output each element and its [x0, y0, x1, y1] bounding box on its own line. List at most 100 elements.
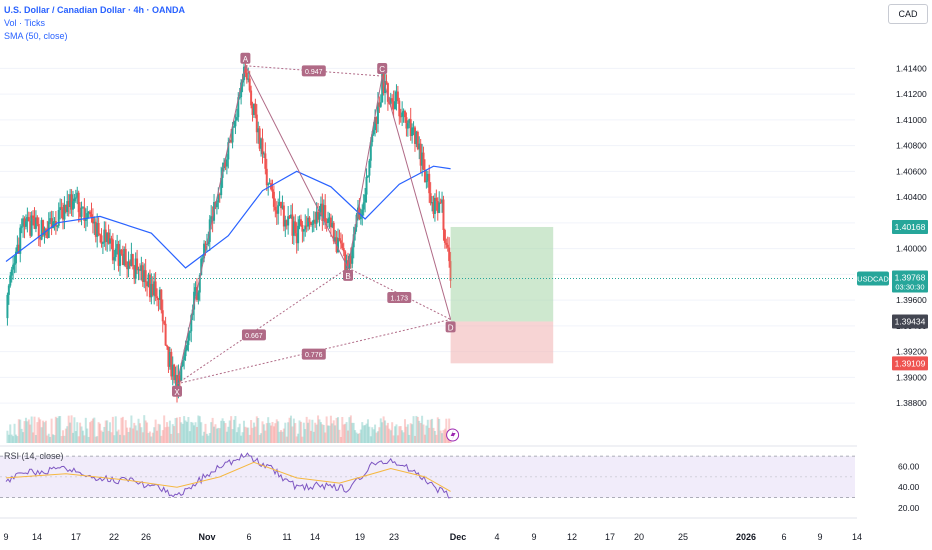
candle-body — [432, 202, 435, 214]
volume-bar — [37, 417, 40, 443]
symbol-title[interactable]: U.S. Dollar / Canadian Dollar · 4h · OAN… — [4, 5, 186, 15]
volume-bar — [412, 416, 415, 443]
volume-bar — [194, 422, 197, 443]
price-level-badge[interactable] — [892, 314, 928, 329]
rsi-tick-label: 60.00 — [898, 461, 920, 471]
stop-loss-zone[interactable] — [450, 321, 554, 364]
pattern-point-b-marker[interactable] — [343, 269, 353, 281]
candle-body — [312, 219, 315, 224]
volume-bar — [425, 425, 428, 443]
candle-body — [42, 220, 45, 236]
volume-bar — [167, 426, 170, 443]
volume-bar — [113, 435, 116, 443]
volume-bar — [7, 434, 10, 443]
volume-bar — [432, 427, 435, 443]
currency-selector[interactable]: CAD — [888, 4, 928, 24]
pattern-point-d-marker[interactable] — [445, 321, 456, 333]
candle-body — [73, 198, 76, 202]
candle-body — [231, 127, 234, 143]
candle-body — [443, 230, 446, 243]
candle-body — [233, 126, 235, 128]
volume-bar — [116, 431, 119, 443]
rsi-title[interactable]: RSI (14, close) — [4, 451, 64, 461]
volume-bar — [215, 428, 218, 443]
candle-body — [237, 97, 240, 118]
candle-body — [56, 225, 59, 227]
volume-bar — [24, 417, 27, 443]
price-level-badge[interactable] — [892, 219, 928, 234]
volume-bar — [374, 424, 377, 443]
symbol-badge[interactable] — [857, 271, 889, 286]
volume-bar — [81, 430, 84, 443]
volume-bar — [345, 422, 348, 443]
volume-bar — [332, 420, 335, 443]
candle-body — [158, 289, 161, 300]
pattern-ratio-label: 0.776 — [305, 352, 323, 359]
volume-bar — [288, 417, 291, 443]
volume-bar — [364, 425, 367, 443]
candle-body — [262, 153, 265, 155]
volume-bar — [117, 429, 120, 443]
volume-bar — [36, 422, 39, 443]
last-price-badge[interactable] — [892, 270, 928, 293]
volume-bar — [391, 422, 394, 443]
volume-bar — [413, 435, 416, 443]
pattern-ratio-label: 1.173 — [391, 296, 409, 303]
candle-body — [272, 191, 275, 207]
candle-body — [81, 207, 84, 209]
volume-bar — [136, 430, 139, 443]
volume-bar — [422, 424, 425, 443]
volume-bar — [143, 415, 146, 443]
pattern-point-a-marker[interactable] — [240, 52, 251, 64]
volume-bar — [121, 416, 124, 443]
candle-body — [183, 356, 186, 361]
bar-countdown: 03:30:30 — [895, 282, 924, 291]
time-tick-label: 12 — [567, 532, 577, 542]
sma-indicator-label[interactable]: SMA (50, close) — [4, 31, 68, 41]
price-pane: X A B C D 0.947 0.667 1.173 0.776 — [0, 52, 932, 519]
volume-bar — [238, 423, 241, 443]
candle-body — [412, 127, 415, 129]
time-tick-label: 6 — [246, 532, 251, 542]
candle-body — [442, 199, 445, 231]
candle-body — [62, 208, 64, 220]
price-tick-label: 1.41200 — [896, 89, 927, 99]
candle-body — [218, 194, 221, 196]
candle-body — [57, 210, 60, 226]
volume-bar — [74, 431, 77, 443]
volume-indicator-label[interactable]: Vol · Ticks — [4, 18, 46, 28]
pattern-point-x-marker[interactable] — [172, 385, 182, 397]
volume-bar — [372, 429, 375, 443]
candle-body — [228, 139, 231, 143]
volume-bar — [131, 428, 134, 443]
volume-bar — [379, 418, 382, 443]
candle-body — [207, 241, 210, 245]
volume-bar — [29, 424, 32, 443]
candle-body — [382, 73, 385, 94]
candle-body — [419, 143, 422, 166]
price-level-badge[interactable] — [892, 356, 928, 371]
candle-body — [386, 83, 389, 102]
candle-body — [238, 97, 241, 99]
candle-body — [150, 283, 153, 298]
volume-bar — [257, 418, 260, 443]
pattern-leg — [176, 267, 349, 385]
volume-bar — [297, 433, 300, 443]
pattern-point-c-marker[interactable] — [377, 63, 388, 75]
candle-body — [131, 254, 134, 266]
volume-bar — [71, 432, 74, 443]
volume-bar — [87, 436, 90, 443]
volume-bar — [185, 421, 188, 443]
volume-bar — [62, 430, 64, 443]
rsi-line — [5, 452, 451, 499]
volume-bar — [91, 418, 94, 443]
volume-bar — [210, 422, 213, 443]
volume-bar — [134, 425, 137, 443]
volume-bar — [30, 416, 33, 443]
volume-bar — [16, 436, 19, 443]
candle-body — [22, 218, 25, 227]
profit-target-zone[interactable] — [450, 226, 554, 322]
volume-bar — [120, 417, 123, 443]
candle-body — [140, 265, 143, 271]
